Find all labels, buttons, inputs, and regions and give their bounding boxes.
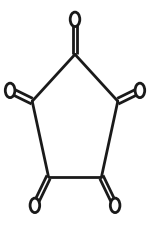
Circle shape <box>30 198 40 213</box>
Circle shape <box>70 13 80 27</box>
Circle shape <box>5 84 15 98</box>
Circle shape <box>110 198 120 213</box>
Circle shape <box>135 84 145 98</box>
